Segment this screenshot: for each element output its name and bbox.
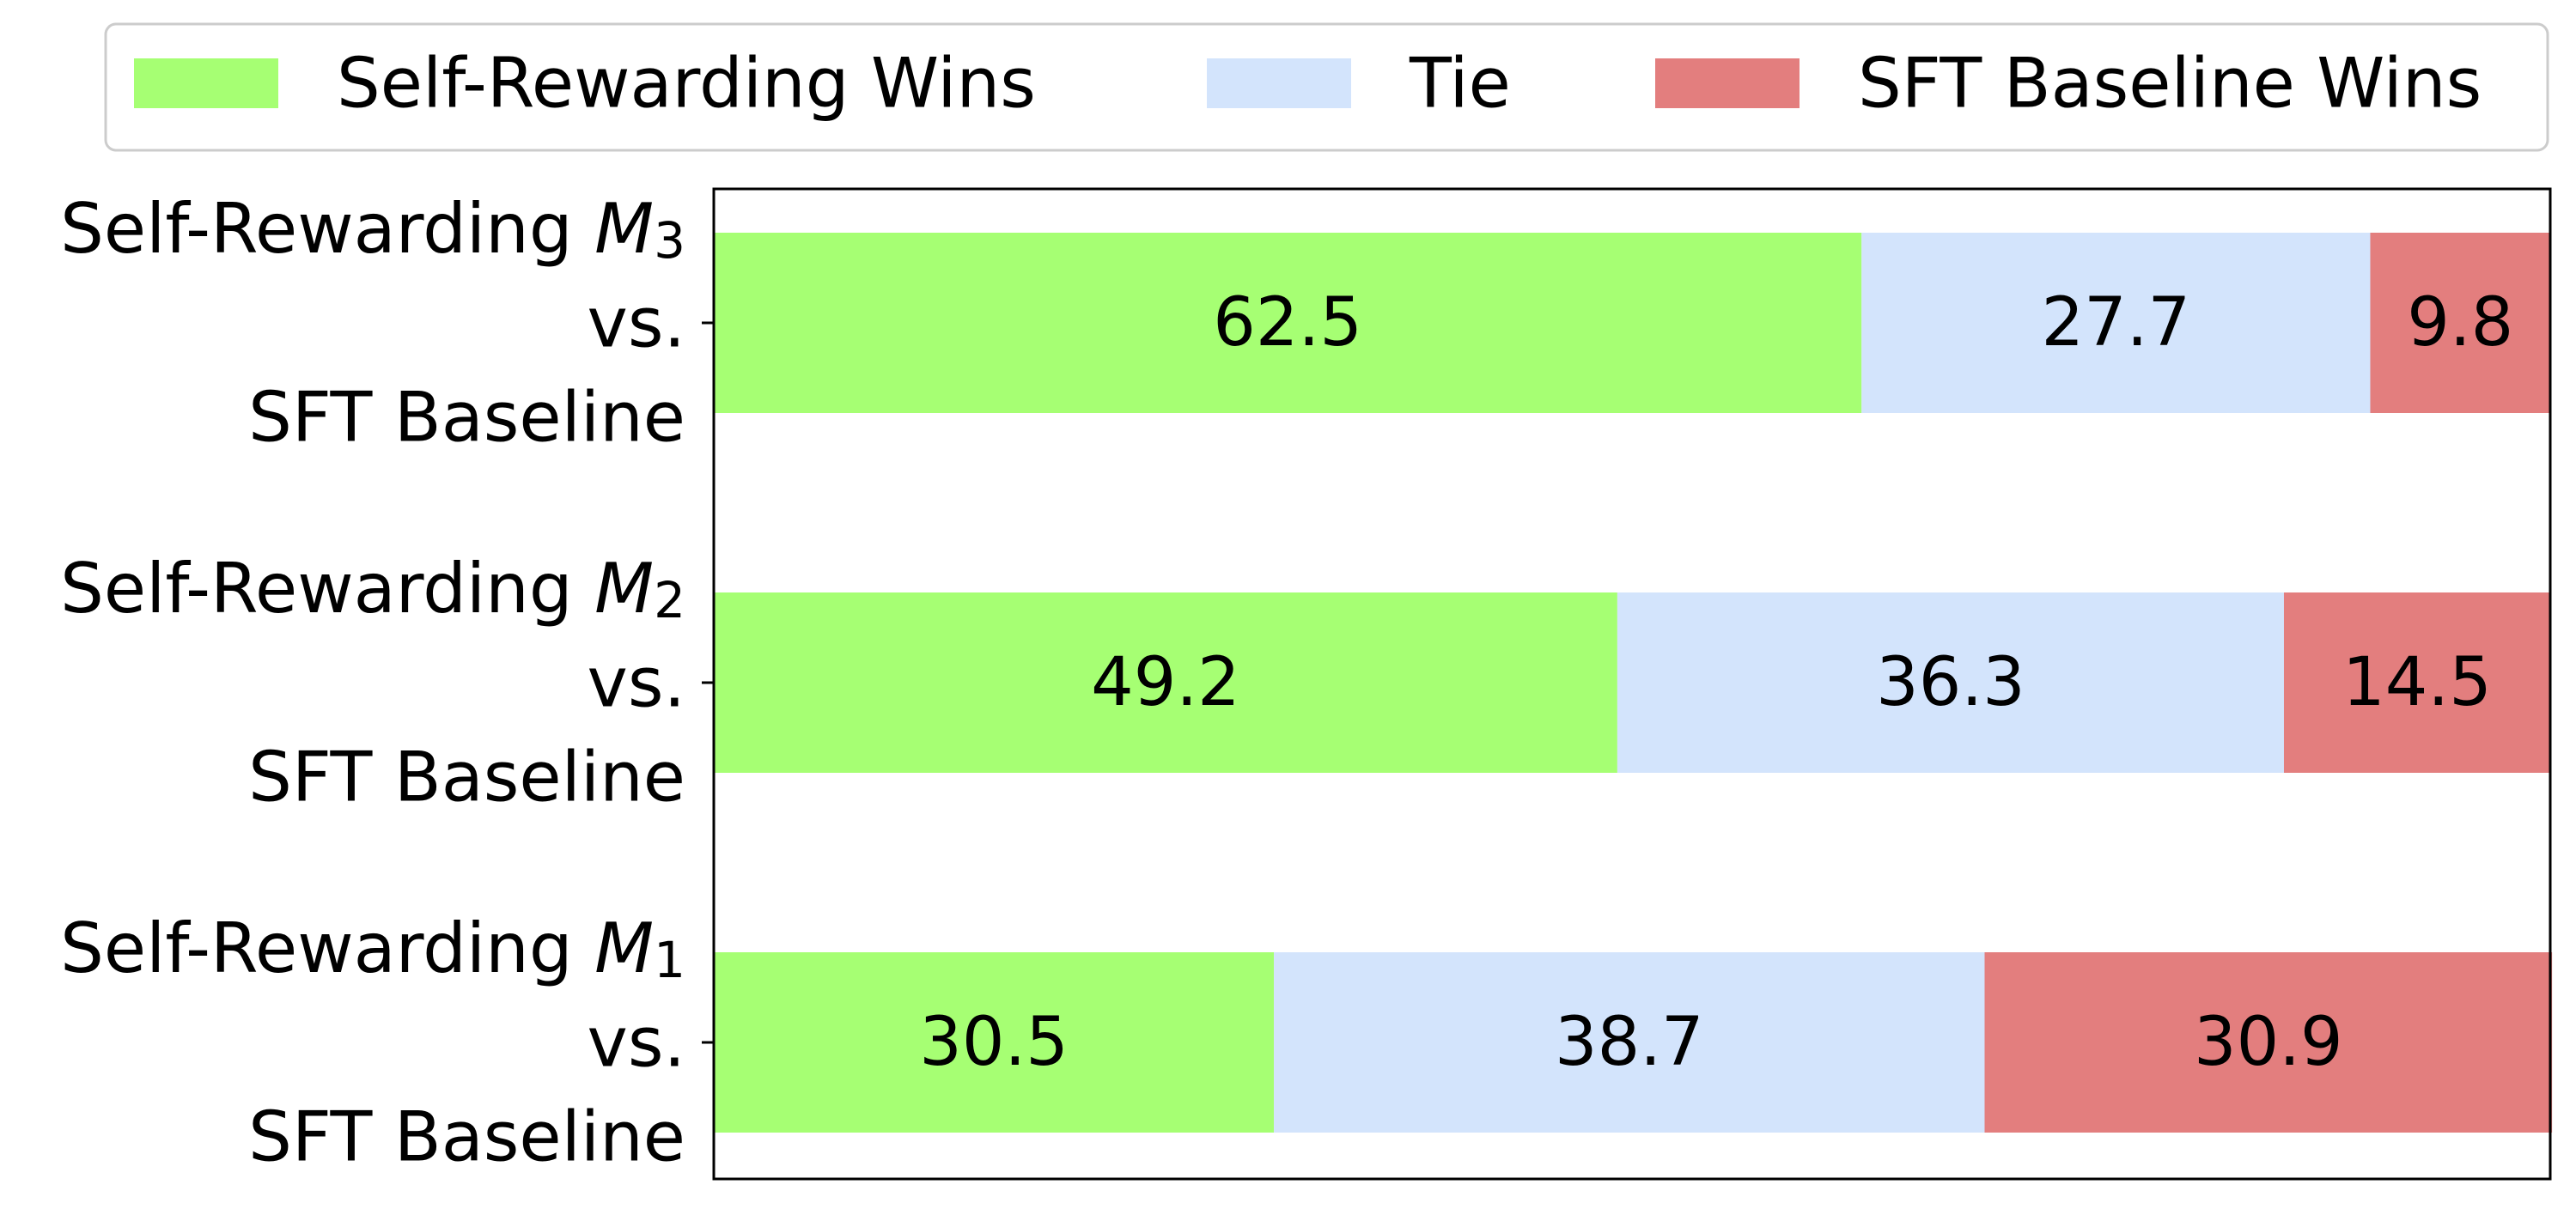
bar-segment-3-row-3	[1984, 952, 2553, 1133]
bar-segment-2-row-1	[1861, 233, 2371, 413]
legend: Self-Rewarding Wins Tie SFT Baseline Wins	[104, 22, 2549, 152]
bars	[714, 233, 2553, 1133]
bar-segment-1-row-2	[714, 592, 1617, 773]
data-label-2-row-2: 36.3	[1876, 644, 2025, 721]
plot-frame	[712, 187, 2552, 1181]
bar-segment-3-row-2	[2283, 592, 2550, 773]
legend-label-2: Tie	[1409, 44, 1511, 124]
data-label-3-row-1: 9.8	[2407, 284, 2513, 361]
legend-label-3: SFT Baseline Wins	[1858, 44, 2482, 124]
y-tick-label-line3-1: SFT Baseline	[248, 378, 685, 458]
bar-segment-2-row-3	[1274, 952, 1985, 1133]
legend-label-1: Self-Rewarding Wins	[337, 44, 1036, 124]
y-tick-label-line1-3: Self-Rewarding M1	[60, 908, 685, 990]
y-tick-label-line1-2: Self-Rewarding M2	[60, 549, 685, 630]
data-label-2-row-1: 27.7	[2042, 284, 2191, 361]
y-tick-label-line2-2: vs.	[588, 643, 685, 723]
y-tick-label-line3-2: SFT Baseline	[248, 738, 685, 817]
data-label-1-row-2: 49.2	[1091, 644, 1240, 721]
legend-swatch-2	[1207, 58, 1351, 108]
bar-segment-2-row-2	[1617, 592, 2284, 773]
data-labels: 62.5 27.7 9.8 49.2 36.3 14.5 30.5 38.7 30.9	[919, 284, 2513, 1081]
y-tick-label-line3-3: SFT Baseline	[248, 1097, 685, 1177]
data-label-3-row-3: 30.9	[2194, 1004, 2343, 1081]
y-tick-label-line2-1: vs.	[588, 283, 685, 363]
y-tick-label-line1-1: Self-Rewarding M3	[60, 189, 685, 270]
y-tick-label-line2-3: vs.	[588, 1003, 685, 1083]
y-axis: Self-Rewarding M3 vs. SFT Baseline Self-Rew…	[60, 189, 714, 1177]
data-label-2-row-3: 38.7	[1555, 1004, 1704, 1081]
bar-segment-1-row-1	[714, 233, 1862, 413]
data-label-3-row-2: 14.5	[2342, 644, 2492, 721]
data-label-1-row-1: 62.5	[1213, 284, 1362, 361]
bar-segment-1-row-3	[714, 952, 1275, 1133]
bar-segment-3-row-1	[2370, 233, 2550, 413]
legend-swatch-3	[1655, 58, 1800, 108]
data-label-1-row-3: 30.5	[919, 1004, 1069, 1081]
legend-swatch-1	[134, 58, 278, 108]
